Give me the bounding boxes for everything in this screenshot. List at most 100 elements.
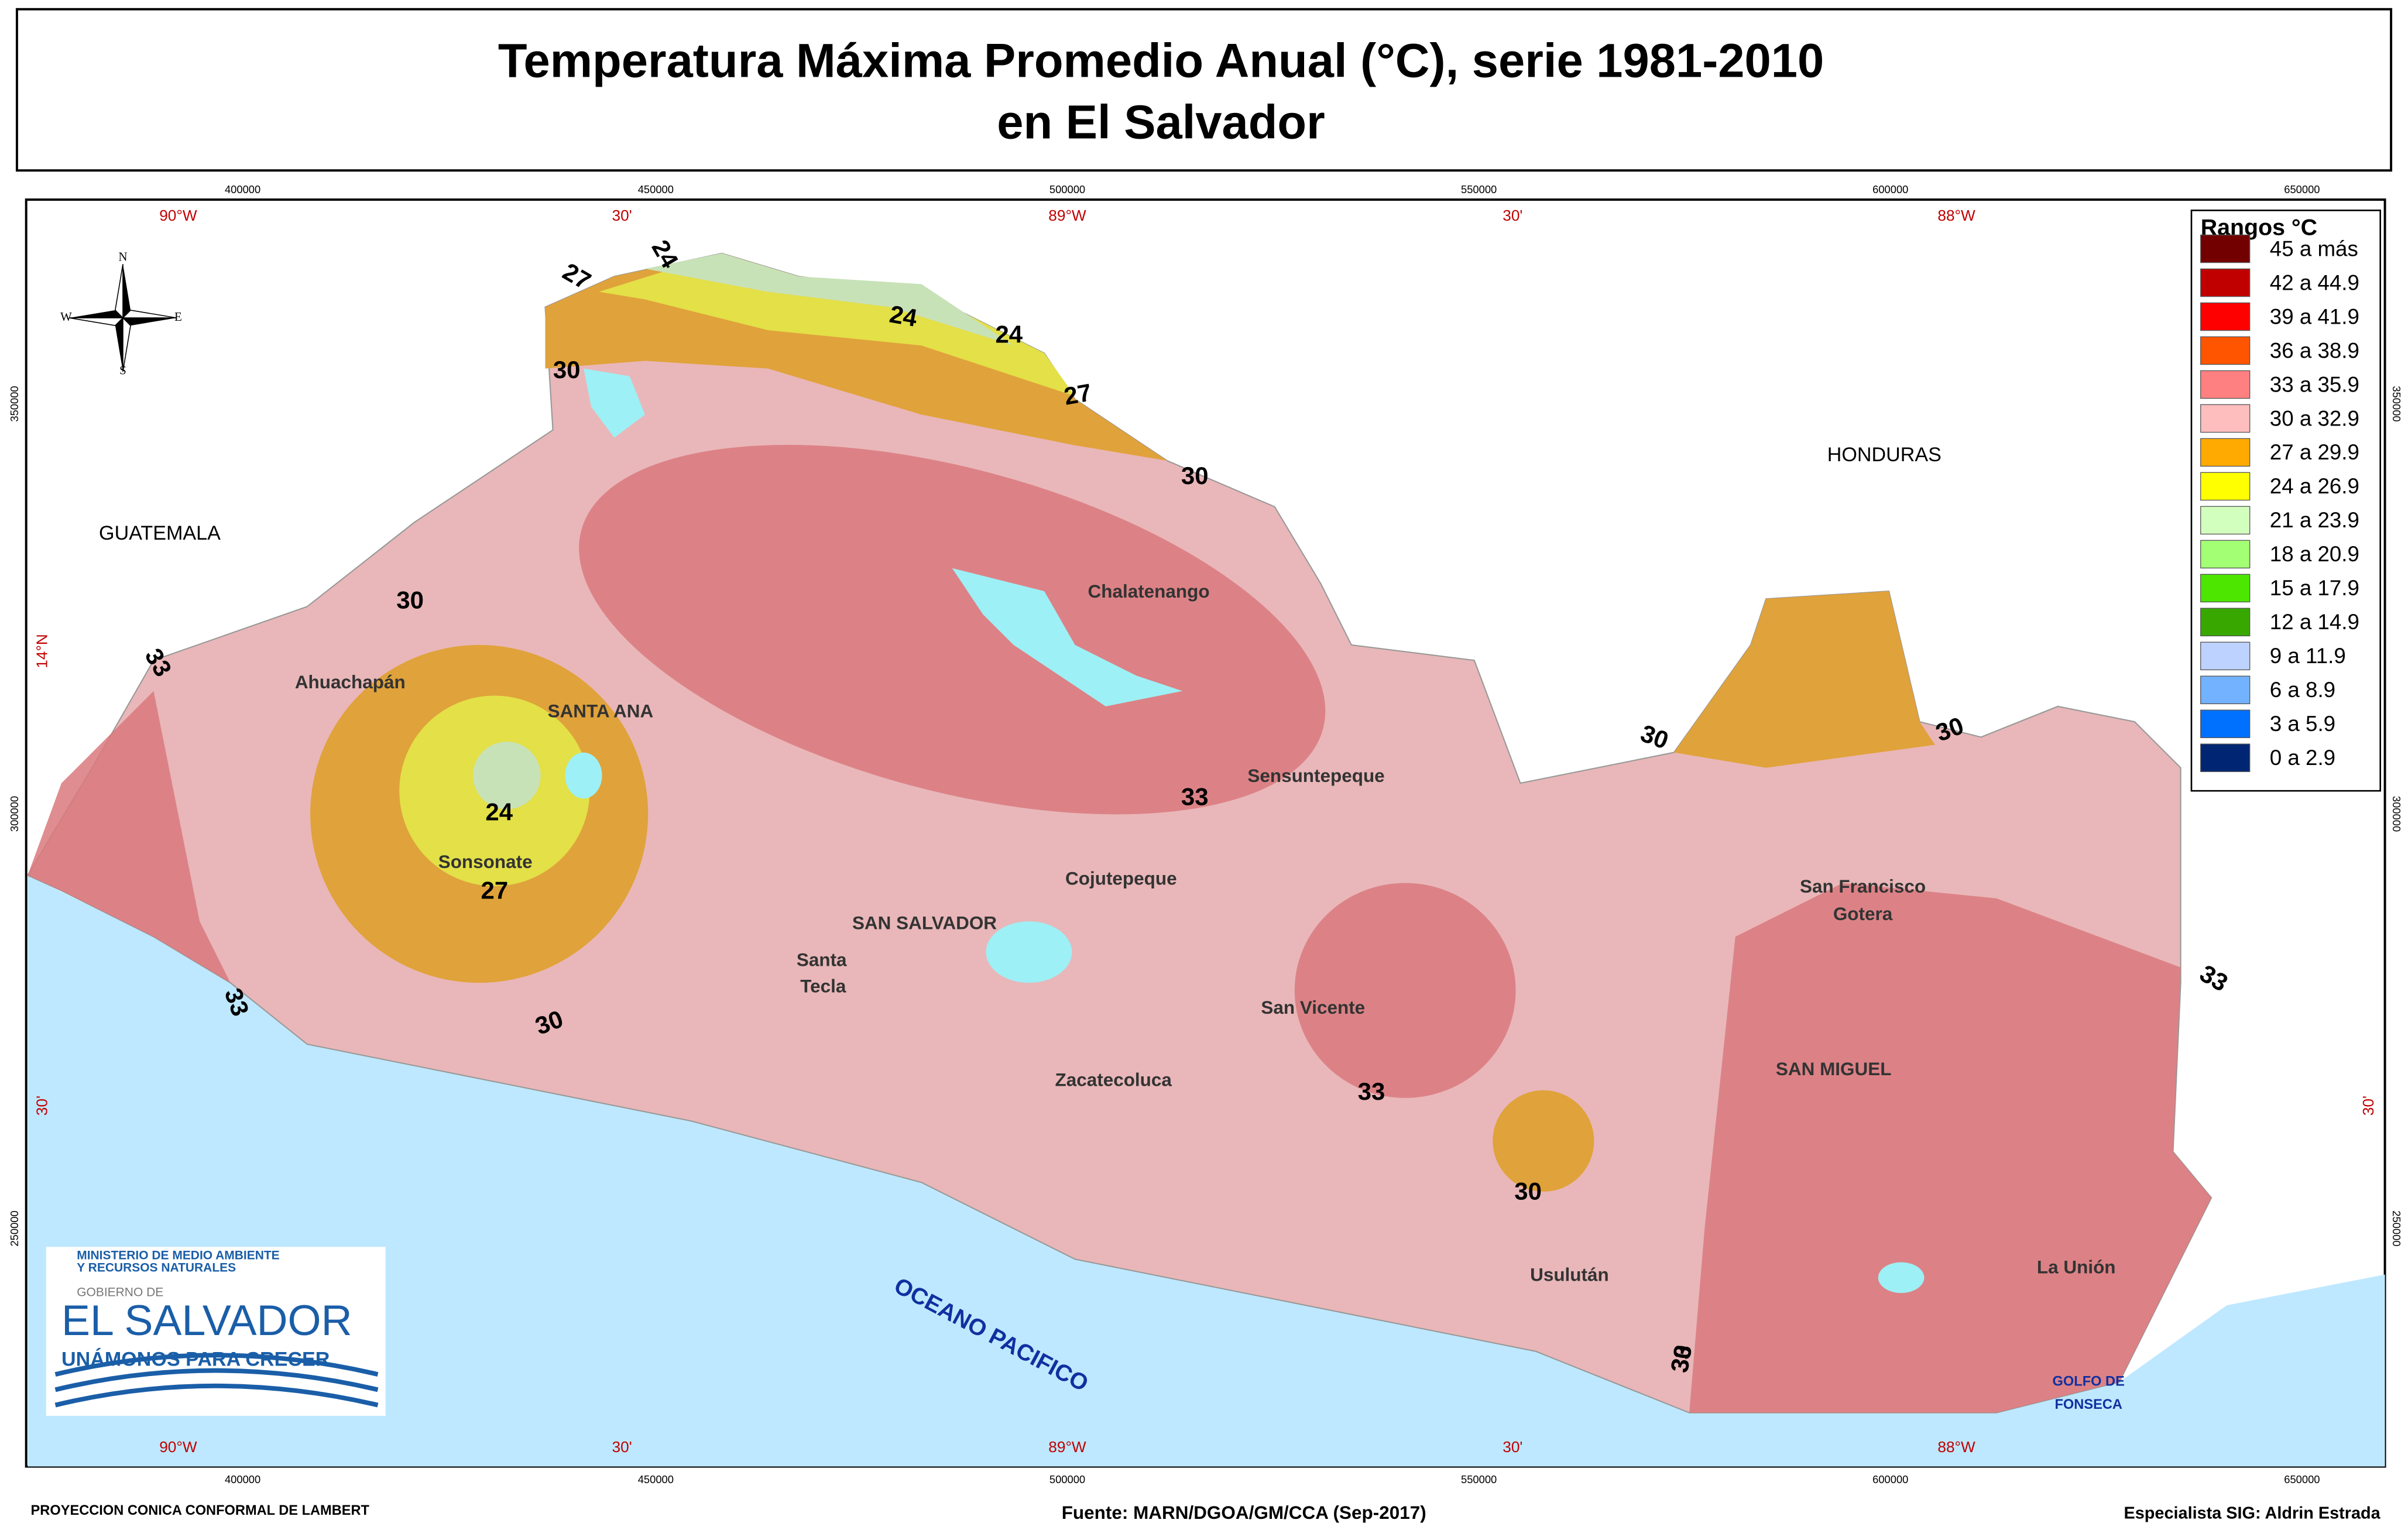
easting-label: 500000 xyxy=(1049,183,1085,195)
legend-swatch xyxy=(2200,472,2251,501)
legend-label: 30 a 32.9 xyxy=(2270,406,2359,430)
title-line: en El Salvador xyxy=(997,96,1325,149)
isotherm-label: 30 xyxy=(1181,462,1209,489)
place-label: Zacatecoluca xyxy=(1055,1069,1172,1090)
latitude-label: 14°N xyxy=(33,634,50,668)
latitude-label: 30' xyxy=(33,1096,50,1116)
place-label: Cojutepeque xyxy=(1065,869,1177,889)
longitude-label: 30' xyxy=(612,207,632,224)
isotherm-label: 24 xyxy=(995,321,1023,348)
legend-label: 33 a 35.9 xyxy=(2270,372,2359,396)
compass-rose xyxy=(69,264,177,372)
isotherm-label: 33 xyxy=(1358,1078,1385,1105)
legend-swatch xyxy=(2200,506,2251,535)
compass-letter: W xyxy=(60,310,72,324)
longitude-label: 89°W xyxy=(1048,1438,1086,1456)
easting-label: 600000 xyxy=(1872,1473,1908,1485)
hot-zone xyxy=(1689,883,2212,1413)
place-label: Tecla xyxy=(800,976,846,996)
logo-text: EL SALVADOR xyxy=(61,1296,352,1344)
legend-swatch xyxy=(2200,336,2251,365)
legend-swatch xyxy=(2200,540,2251,569)
compass-letter: N xyxy=(118,250,127,264)
place-label: San Francisco xyxy=(1800,876,1926,897)
legend-label: 27 a 29.9 xyxy=(2270,440,2359,464)
title-box xyxy=(15,8,2393,172)
easting-label: 550000 xyxy=(1461,1473,1497,1485)
easting-label: 400000 xyxy=(225,1473,260,1485)
footer-center: Fuente: MARN/DGOA/GM/CCA (Sep-2017) xyxy=(1062,1502,1426,1523)
lake xyxy=(1878,1262,1925,1294)
legend-swatch xyxy=(2200,743,2251,773)
northing-label: 250000 xyxy=(8,1210,20,1246)
isotherm-label: 30 xyxy=(1665,1343,1697,1374)
logo-waves xyxy=(54,1353,379,1408)
isotherm-label: 27 xyxy=(481,876,509,904)
cool-zone xyxy=(645,253,1014,346)
legend-swatch xyxy=(2200,404,2251,433)
place-label: SAN SALVADOR xyxy=(852,913,997,934)
logo-text: MINISTERIO DE MEDIO AMBIENTE xyxy=(77,1249,279,1262)
isotherm-label: 24 xyxy=(485,798,513,826)
legend-swatch xyxy=(2200,234,2251,263)
isotherm-label: 24 xyxy=(887,300,920,332)
place-label: GUATEMALA xyxy=(99,522,221,544)
place-label: SAN MIGUEL xyxy=(1776,1059,1892,1079)
legend-swatch xyxy=(2200,675,2251,705)
logo-text: UNÁMONOS PARA CRECER xyxy=(61,1349,330,1371)
footer-left: PROYECCION CONICA CONFORMAL DE LAMBERT xyxy=(31,1503,370,1518)
northing-label: 300000 xyxy=(2390,796,2403,832)
longitude-label: 88°W xyxy=(1937,1438,1975,1456)
legend-swatch xyxy=(2200,370,2251,399)
cool-zone xyxy=(473,742,541,809)
legend-label: 24 a 26.9 xyxy=(2270,474,2359,498)
legend-swatch xyxy=(2200,302,2251,331)
place-label: Ahuachapán xyxy=(295,672,406,692)
longitude-label: 90°W xyxy=(159,1438,197,1456)
legend-label: 12 a 14.9 xyxy=(2270,610,2359,634)
place-label: San Vicente xyxy=(1261,997,1365,1018)
longitude-label: 30' xyxy=(1503,207,1522,224)
legend-swatch xyxy=(2200,608,2251,637)
northing-label: 350000 xyxy=(8,386,20,421)
place-label: Sonsonate xyxy=(438,852,533,872)
legend-label: 6 a 8.9 xyxy=(2270,678,2335,702)
legend-label: 36 a 38.9 xyxy=(2270,338,2359,362)
hot-zone xyxy=(28,691,231,983)
legend-label: 18 a 20.9 xyxy=(2270,542,2359,566)
easting-label: 500000 xyxy=(1049,1473,1085,1485)
lake xyxy=(952,568,1183,706)
logo-text: GOBIERNO DE xyxy=(77,1286,163,1299)
warm-zone xyxy=(1493,1090,1594,1192)
easting-label: 650000 xyxy=(2284,1473,2320,1485)
warm-zone xyxy=(1673,591,1935,768)
longitude-label: 89°W xyxy=(1048,207,1086,224)
legend-label: 15 a 17.9 xyxy=(2270,576,2359,600)
compass-letter: E xyxy=(174,310,182,324)
compass-letter: S xyxy=(119,363,126,378)
longitude-label: 90°W xyxy=(159,207,197,224)
legend-swatch xyxy=(2200,641,2251,671)
easting-label: 650000 xyxy=(2284,183,2320,195)
isotherm-label: 33 xyxy=(1665,1343,1697,1374)
legend-label: 9 a 11.9 xyxy=(2270,644,2346,668)
place-label: Gotera xyxy=(1833,904,1893,924)
isotherm-label: 27 xyxy=(1062,378,1093,410)
hot-zone xyxy=(579,445,1326,815)
northing-label: 350000 xyxy=(2390,386,2403,421)
place-label: Santa xyxy=(797,950,847,970)
title-line: Temperatura Máxima Promedio Anual (°C), … xyxy=(498,35,1824,88)
hot-zone xyxy=(1294,883,1516,1098)
place-label: Chalatenango xyxy=(1088,581,1210,602)
legend-label: 0 a 2.9 xyxy=(2270,746,2335,770)
legend-label: 39 a 41.9 xyxy=(2270,304,2359,328)
place-label: Sensuntepeque xyxy=(1247,766,1384,786)
lake xyxy=(986,921,1072,983)
isotherm-label: 30 xyxy=(396,586,424,614)
mild-zone xyxy=(599,253,1075,396)
place-label: HONDURAS xyxy=(1827,444,1942,466)
longitude-label: 30' xyxy=(1503,1438,1522,1456)
easting-label: 400000 xyxy=(225,183,260,195)
lake xyxy=(565,752,602,799)
